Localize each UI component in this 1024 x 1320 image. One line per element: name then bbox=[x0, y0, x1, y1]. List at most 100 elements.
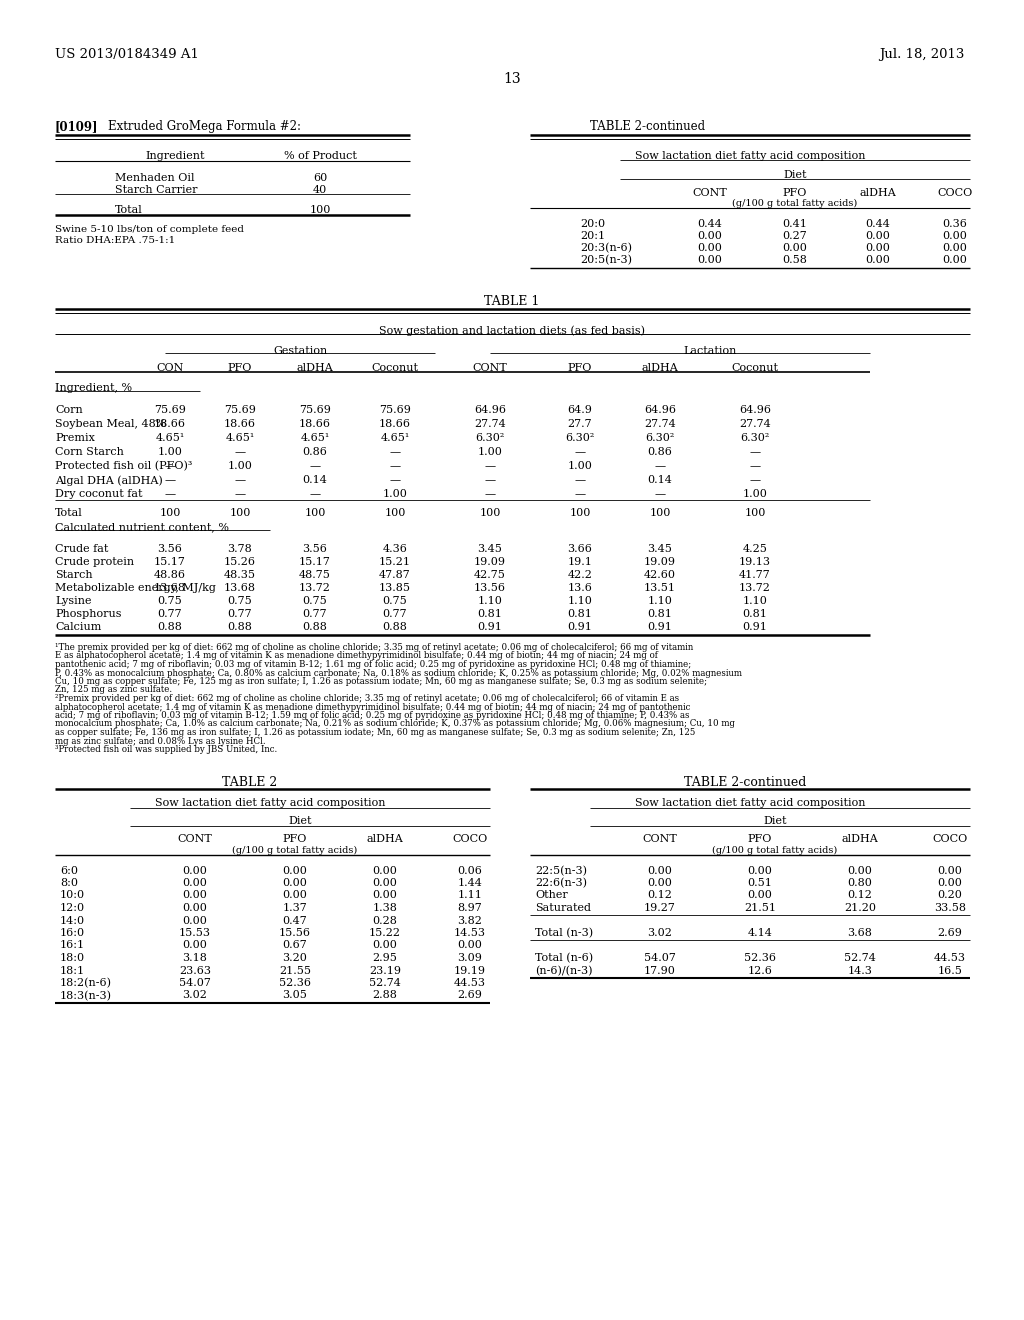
Text: 1.11: 1.11 bbox=[458, 891, 482, 900]
Text: —: — bbox=[165, 488, 175, 499]
Text: 0.00: 0.00 bbox=[942, 255, 968, 265]
Text: 6.30²: 6.30² bbox=[740, 433, 770, 444]
Text: 52.36: 52.36 bbox=[279, 978, 311, 987]
Text: 100: 100 bbox=[160, 508, 180, 517]
Text: 19.09: 19.09 bbox=[474, 557, 506, 568]
Text: —: — bbox=[389, 461, 400, 471]
Text: —: — bbox=[234, 488, 246, 499]
Text: 0.67: 0.67 bbox=[283, 940, 307, 950]
Text: 0.75: 0.75 bbox=[227, 597, 252, 606]
Text: Total: Total bbox=[115, 205, 142, 215]
Text: 64.96: 64.96 bbox=[474, 405, 506, 414]
Text: E as alphatocopherol acetate; 1.4 mg of vitamin K as menadione dimethypyrimidino: E as alphatocopherol acetate; 1.4 mg of … bbox=[55, 652, 657, 660]
Text: —: — bbox=[654, 461, 666, 471]
Text: 75.69: 75.69 bbox=[299, 405, 331, 414]
Text: —: — bbox=[165, 475, 175, 484]
Text: Crude fat: Crude fat bbox=[55, 544, 109, 554]
Text: 60: 60 bbox=[313, 173, 327, 183]
Text: Total: Total bbox=[55, 508, 83, 517]
Text: PFO: PFO bbox=[227, 363, 252, 374]
Text: 23.19: 23.19 bbox=[369, 965, 401, 975]
Text: 19.27: 19.27 bbox=[644, 903, 676, 913]
Text: Corn Starch: Corn Starch bbox=[55, 447, 124, 457]
Text: 42.75: 42.75 bbox=[474, 570, 506, 579]
Text: —: — bbox=[484, 488, 496, 499]
Text: CONT: CONT bbox=[177, 834, 212, 845]
Text: 0.28: 0.28 bbox=[373, 916, 397, 925]
Text: 23.63: 23.63 bbox=[179, 965, 211, 975]
Text: 100: 100 bbox=[229, 508, 251, 517]
Text: alphatocopherol acetate; 1.4 mg of vitamin K as menadione dimethypyrimidinol bis: alphatocopherol acetate; 1.4 mg of vitam… bbox=[55, 702, 690, 711]
Text: 3.02: 3.02 bbox=[647, 928, 673, 939]
Text: 0.00: 0.00 bbox=[182, 866, 208, 875]
Text: Swine 5-10 lbs/ton of complete feed: Swine 5-10 lbs/ton of complete feed bbox=[55, 224, 244, 234]
Text: 3.20: 3.20 bbox=[283, 953, 307, 964]
Text: 0.00: 0.00 bbox=[647, 866, 673, 875]
Text: % of Product: % of Product bbox=[284, 150, 356, 161]
Text: 33.58: 33.58 bbox=[934, 903, 966, 913]
Text: 1.10: 1.10 bbox=[742, 597, 767, 606]
Text: 52.74: 52.74 bbox=[369, 978, 401, 987]
Text: 0.12: 0.12 bbox=[848, 891, 872, 900]
Text: 0.00: 0.00 bbox=[182, 903, 208, 913]
Text: 13.68: 13.68 bbox=[224, 583, 256, 593]
Text: 1.10: 1.10 bbox=[477, 597, 503, 606]
Text: —: — bbox=[234, 447, 246, 457]
Text: 3.82: 3.82 bbox=[458, 916, 482, 925]
Text: 0.88: 0.88 bbox=[383, 622, 408, 632]
Text: Total (n-6): Total (n-6) bbox=[535, 953, 593, 964]
Text: 18.66: 18.66 bbox=[379, 418, 411, 429]
Text: 1.00: 1.00 bbox=[383, 488, 408, 499]
Text: (g/100 g total fatty acids): (g/100 g total fatty acids) bbox=[232, 846, 357, 854]
Text: 0.77: 0.77 bbox=[227, 609, 252, 619]
Text: 100: 100 bbox=[309, 205, 331, 215]
Text: Premix: Premix bbox=[55, 433, 95, 444]
Text: —: — bbox=[574, 475, 586, 484]
Text: TABLE 2-continued: TABLE 2-continued bbox=[684, 776, 806, 788]
Text: —: — bbox=[750, 447, 761, 457]
Text: (g/100 g total fatty acids): (g/100 g total fatty acids) bbox=[713, 846, 838, 854]
Text: 75.69: 75.69 bbox=[154, 405, 186, 414]
Text: 54.07: 54.07 bbox=[644, 953, 676, 964]
Text: Calcium: Calcium bbox=[55, 622, 101, 632]
Text: 15.17: 15.17 bbox=[299, 557, 331, 568]
Text: 0.00: 0.00 bbox=[748, 891, 772, 900]
Text: 6.30²: 6.30² bbox=[645, 433, 675, 444]
Text: Menhaden Oil: Menhaden Oil bbox=[115, 173, 195, 183]
Text: 0.77: 0.77 bbox=[303, 609, 328, 619]
Text: Diet: Diet bbox=[763, 817, 786, 826]
Text: 20:1: 20:1 bbox=[580, 231, 605, 242]
Text: 2.69: 2.69 bbox=[938, 928, 963, 939]
Text: 100: 100 bbox=[569, 508, 591, 517]
Text: 64.96: 64.96 bbox=[644, 405, 676, 414]
Text: alDHA: alDHA bbox=[367, 834, 403, 845]
Text: 0.36: 0.36 bbox=[942, 219, 968, 228]
Text: PFO: PFO bbox=[568, 363, 592, 374]
Text: 100: 100 bbox=[744, 508, 766, 517]
Text: PFO: PFO bbox=[283, 834, 307, 845]
Text: [0109]: [0109] bbox=[55, 120, 98, 133]
Text: 0.91: 0.91 bbox=[742, 622, 767, 632]
Text: Diet: Diet bbox=[288, 817, 311, 826]
Text: Crude protein: Crude protein bbox=[55, 557, 134, 568]
Text: 16:1: 16:1 bbox=[60, 940, 85, 950]
Text: ¹The premix provided per kg of diet: 662 mg of choline as choline chloride; 3.35: ¹The premix provided per kg of diet: 662… bbox=[55, 643, 693, 652]
Text: as copper sulfate; Fe, 136 mg as iron sulfate; I, 1.26 as potassium iodate; Mn, : as copper sulfate; Fe, 136 mg as iron su… bbox=[55, 729, 695, 737]
Text: —: — bbox=[574, 488, 586, 499]
Text: 0.00: 0.00 bbox=[182, 940, 208, 950]
Text: 1.00: 1.00 bbox=[567, 461, 593, 471]
Text: 0.51: 0.51 bbox=[748, 878, 772, 888]
Text: 18.66: 18.66 bbox=[154, 418, 186, 429]
Text: 0.77: 0.77 bbox=[383, 609, 408, 619]
Text: 1.10: 1.10 bbox=[567, 597, 593, 606]
Text: Jul. 18, 2013: Jul. 18, 2013 bbox=[880, 48, 965, 61]
Text: —: — bbox=[309, 488, 321, 499]
Text: 48.86: 48.86 bbox=[154, 570, 186, 579]
Text: —: — bbox=[484, 461, 496, 471]
Text: US 2013/0184349 A1: US 2013/0184349 A1 bbox=[55, 48, 199, 61]
Text: 0.00: 0.00 bbox=[697, 255, 723, 265]
Text: Soybean Meal, 48%: Soybean Meal, 48% bbox=[55, 418, 166, 429]
Text: 0.00: 0.00 bbox=[283, 891, 307, 900]
Text: 0.88: 0.88 bbox=[227, 622, 253, 632]
Text: 12:0: 12:0 bbox=[60, 903, 85, 913]
